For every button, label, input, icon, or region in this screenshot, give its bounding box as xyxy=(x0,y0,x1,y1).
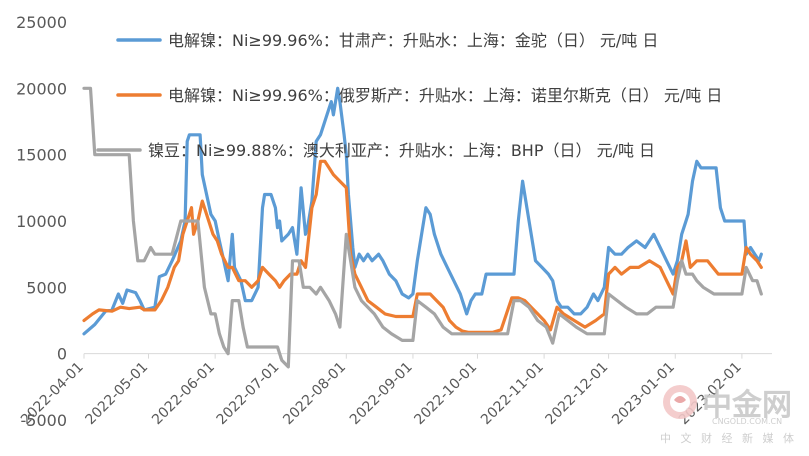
legend: 电解镍：Ni≥99.96%：甘肃产：升贴水：上海：金驼（日） 元/吨 日电解镍：… xyxy=(96,31,722,160)
y-tick-label: 10000 xyxy=(16,212,67,231)
y-tick-label: 0 xyxy=(57,345,67,364)
watermark-logo-icon xyxy=(663,385,697,419)
y-tick-label: 15000 xyxy=(16,146,67,165)
legend-label-2: 电解镍：Ni≥99.96%：俄罗斯产：升贴水：上海：诺里尔斯克（日） 元/吨 日 xyxy=(168,86,722,105)
watermark: 中金网 CNGOLD.COM.CN 中 文 财 经 新 媒 体 xyxy=(660,385,797,445)
y-tick-label: -5000 xyxy=(21,411,68,430)
watermark-title: 中金网 xyxy=(702,388,792,423)
x-tick-label: 2022-11-01 xyxy=(478,359,547,428)
legend-label-1: 电解镍：Ni≥99.96%：甘肃产：升贴水：上海：金驼（日） 元/吨 日 xyxy=(168,31,658,50)
watermark-url: CNGOLD.COM.CN xyxy=(712,417,782,426)
legend-label-3: 镍豆：Ni≥99.88%：澳大利亚产：升贴水：上海：BHP（日） 元/吨 日 xyxy=(148,141,655,160)
series-lines xyxy=(82,86,763,369)
x-tick-label: 2022-08-01 xyxy=(280,359,349,428)
y-tick-label: 5000 xyxy=(26,278,67,297)
x-tick-label: 2022-12-01 xyxy=(543,359,612,428)
y-tick-label: 25000 xyxy=(16,13,67,32)
x-tick-label: 2022-07-01 xyxy=(214,359,283,428)
y-axis-ticks: -5000 0 5000 10000 15000 20000 25000 xyxy=(16,13,67,430)
series-line-3 xyxy=(82,86,763,369)
x-tick-label: 2022-10-01 xyxy=(411,359,480,428)
x-tick-label: 2022-09-01 xyxy=(347,359,416,428)
watermark-subtitle: 中 文 财 经 新 媒 体 xyxy=(660,431,797,445)
x-tick-label: 2022-05-01 xyxy=(82,359,151,428)
series-line-2 xyxy=(82,159,763,334)
x-axis-ticks: 2022-04-012022-05-012022-06-012022-07-01… xyxy=(18,353,745,428)
y-tick-label: 20000 xyxy=(16,79,67,98)
series-line-1 xyxy=(82,86,763,336)
x-tick-label: 2022-06-01 xyxy=(149,359,218,428)
